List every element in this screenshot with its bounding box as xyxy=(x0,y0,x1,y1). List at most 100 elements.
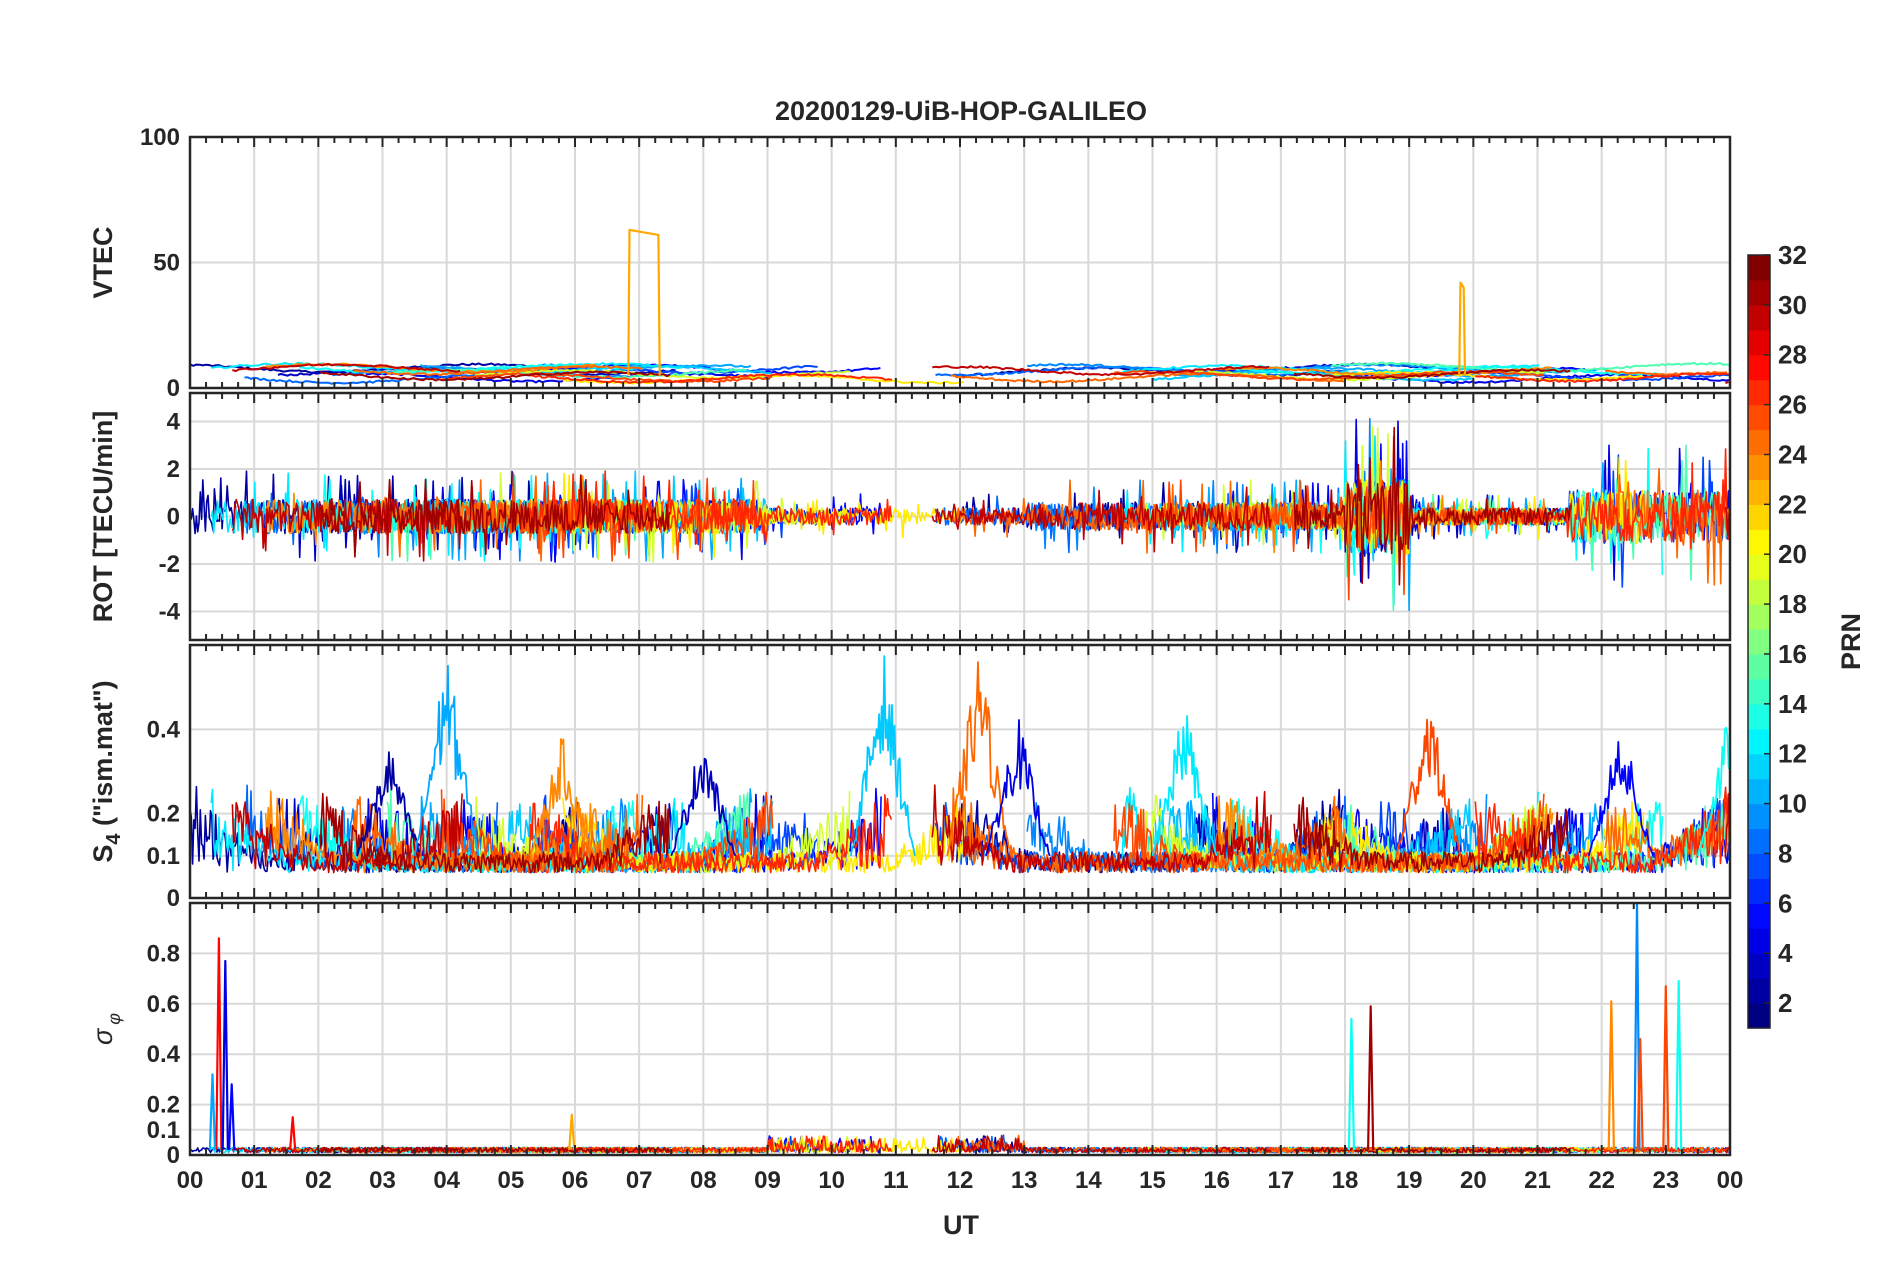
colorbar-segment xyxy=(1748,604,1770,630)
x-tick-label: 14 xyxy=(1075,1167,1102,1194)
sigma-spike xyxy=(1636,1037,1644,1151)
series-line xyxy=(1724,506,1730,536)
panel-rot: -4 -2 0 2 4 ROT [TECU/min] xyxy=(88,391,1732,642)
sigma-spike xyxy=(1607,1000,1615,1151)
colorbar-tick-label: 16 xyxy=(1778,639,1807,669)
series-line xyxy=(1293,426,1571,586)
colorbar-segment xyxy=(1748,728,1770,755)
x-tick-label: 13 xyxy=(1011,1167,1038,1194)
series-line xyxy=(441,372,773,384)
vtec-feature xyxy=(627,228,661,376)
series-line xyxy=(232,362,461,373)
y-axis-label: S4 ("ism.mat") xyxy=(88,680,125,862)
colorbar-segment xyxy=(1748,454,1770,481)
colorbar-segment xyxy=(1748,579,1770,605)
colorbar-segment xyxy=(1748,404,1770,431)
x-tick-label: 03 xyxy=(369,1167,396,1194)
s4-peak xyxy=(670,757,737,857)
colorbar-tick-label: 28 xyxy=(1778,340,1807,370)
colorbar-frame xyxy=(1747,254,1771,1029)
sigma-spike xyxy=(1662,985,1670,1151)
axes-frame xyxy=(188,391,1732,642)
colorbar-segment xyxy=(1748,479,1770,505)
s4-peak xyxy=(850,655,916,856)
series-line xyxy=(1113,793,1545,874)
x-tick-label: 08 xyxy=(690,1167,717,1194)
colorbar-segment xyxy=(1748,329,1770,356)
colorbar-segment xyxy=(1748,379,1770,406)
colorbar-segment xyxy=(1748,629,1770,655)
sigma-spike xyxy=(215,937,223,1151)
y-tick-label: 0.6 xyxy=(147,991,180,1018)
x-tick-label: 16 xyxy=(1203,1167,1230,1194)
x-tick-label: 04 xyxy=(433,1167,460,1194)
colorbar-tick-label: 6 xyxy=(1778,888,1792,918)
y-tick-label: 0.8 xyxy=(147,940,180,967)
y-tick-label: 0 xyxy=(167,375,180,402)
colorbar-segment xyxy=(1748,304,1770,331)
y-tick-label: 0.1 xyxy=(147,843,180,870)
y-tick-label: 4 xyxy=(167,409,181,436)
series-line xyxy=(1604,467,1730,586)
colorbar-segment xyxy=(1748,529,1770,555)
x-tick-label: 10 xyxy=(818,1167,845,1194)
series-line xyxy=(1724,1147,1730,1154)
sigma-spike xyxy=(1347,1017,1356,1151)
y-tick-label: 0.2 xyxy=(147,801,180,828)
series-line xyxy=(931,486,1272,553)
series-line xyxy=(1725,381,1729,384)
axes-frame xyxy=(188,901,1732,1157)
colorbar-segment xyxy=(1748,928,1770,954)
colorbar-segment xyxy=(1748,978,1770,1004)
colorbar-segment xyxy=(1748,753,1770,780)
colorbar-segment xyxy=(1748,878,1770,904)
series-line xyxy=(440,789,774,874)
x-tick-label: 18 xyxy=(1332,1167,1359,1194)
x-tick-label: 07 xyxy=(626,1167,653,1194)
colorbar-segment xyxy=(1748,279,1770,306)
series-line xyxy=(931,784,1272,874)
colorbar-segment xyxy=(1748,778,1770,805)
s4-peak xyxy=(1587,741,1654,857)
panel-vtec: 0 50 100 VTEC xyxy=(88,124,1732,402)
s4-peak xyxy=(1151,715,1218,857)
colorbar-tick-label: 8 xyxy=(1778,838,1792,868)
series-line xyxy=(932,365,1270,377)
x-axis-tick-labels: 00 01 02 03 04 05 06 07 08 09 10 11 12 13 14 15 16 17 18 19… xyxy=(177,1167,1744,1194)
x-tick-label: 01 xyxy=(241,1167,268,1194)
series-line xyxy=(529,372,893,384)
x-tick-label: 02 xyxy=(305,1167,332,1194)
y-tick-label: -4 xyxy=(159,599,181,626)
y-tick-label: 0.1 xyxy=(147,1117,180,1144)
sigma-spike xyxy=(568,1113,576,1151)
y-tick-label: 0.4 xyxy=(147,1041,181,1068)
colorbar-segment xyxy=(1748,354,1770,381)
colorbar-segment xyxy=(1748,803,1770,830)
y-tick-label: 0 xyxy=(167,885,180,912)
y-axis-label: VTEC xyxy=(88,226,118,298)
colorbar-segment xyxy=(1748,903,1770,929)
colorbar-tick-label: 4 xyxy=(1778,938,1793,968)
sigma-spike xyxy=(228,1083,236,1151)
series-line xyxy=(1474,786,1730,874)
colorbar-tick-label: 24 xyxy=(1778,439,1807,469)
series-layer xyxy=(190,228,1730,385)
panel-s4: 0 0.1 0.2 0.4 S4 ("ism.mat") xyxy=(88,643,1732,912)
x-tick-label: 12 xyxy=(947,1167,974,1194)
series-line xyxy=(1724,792,1730,858)
colorbar-tick-label: 14 xyxy=(1778,689,1807,719)
colorbar-segment xyxy=(1748,504,1770,530)
s4-peak xyxy=(529,738,596,857)
y-tick-label: 2 xyxy=(167,456,180,483)
colorbar-tick-label: 18 xyxy=(1778,589,1807,619)
series-line xyxy=(231,793,463,874)
colorbar-tick-label: 20 xyxy=(1778,539,1807,569)
y-axis-label: ROT [TECU/min] xyxy=(88,411,118,622)
series-line xyxy=(1293,368,1571,380)
x-tick-label: 05 xyxy=(497,1167,524,1194)
y-tick-label: 0 xyxy=(167,1142,180,1169)
colorbar-segment xyxy=(1748,1003,1770,1029)
x-tick-label: 19 xyxy=(1396,1167,1423,1194)
s4-peak xyxy=(413,664,480,857)
